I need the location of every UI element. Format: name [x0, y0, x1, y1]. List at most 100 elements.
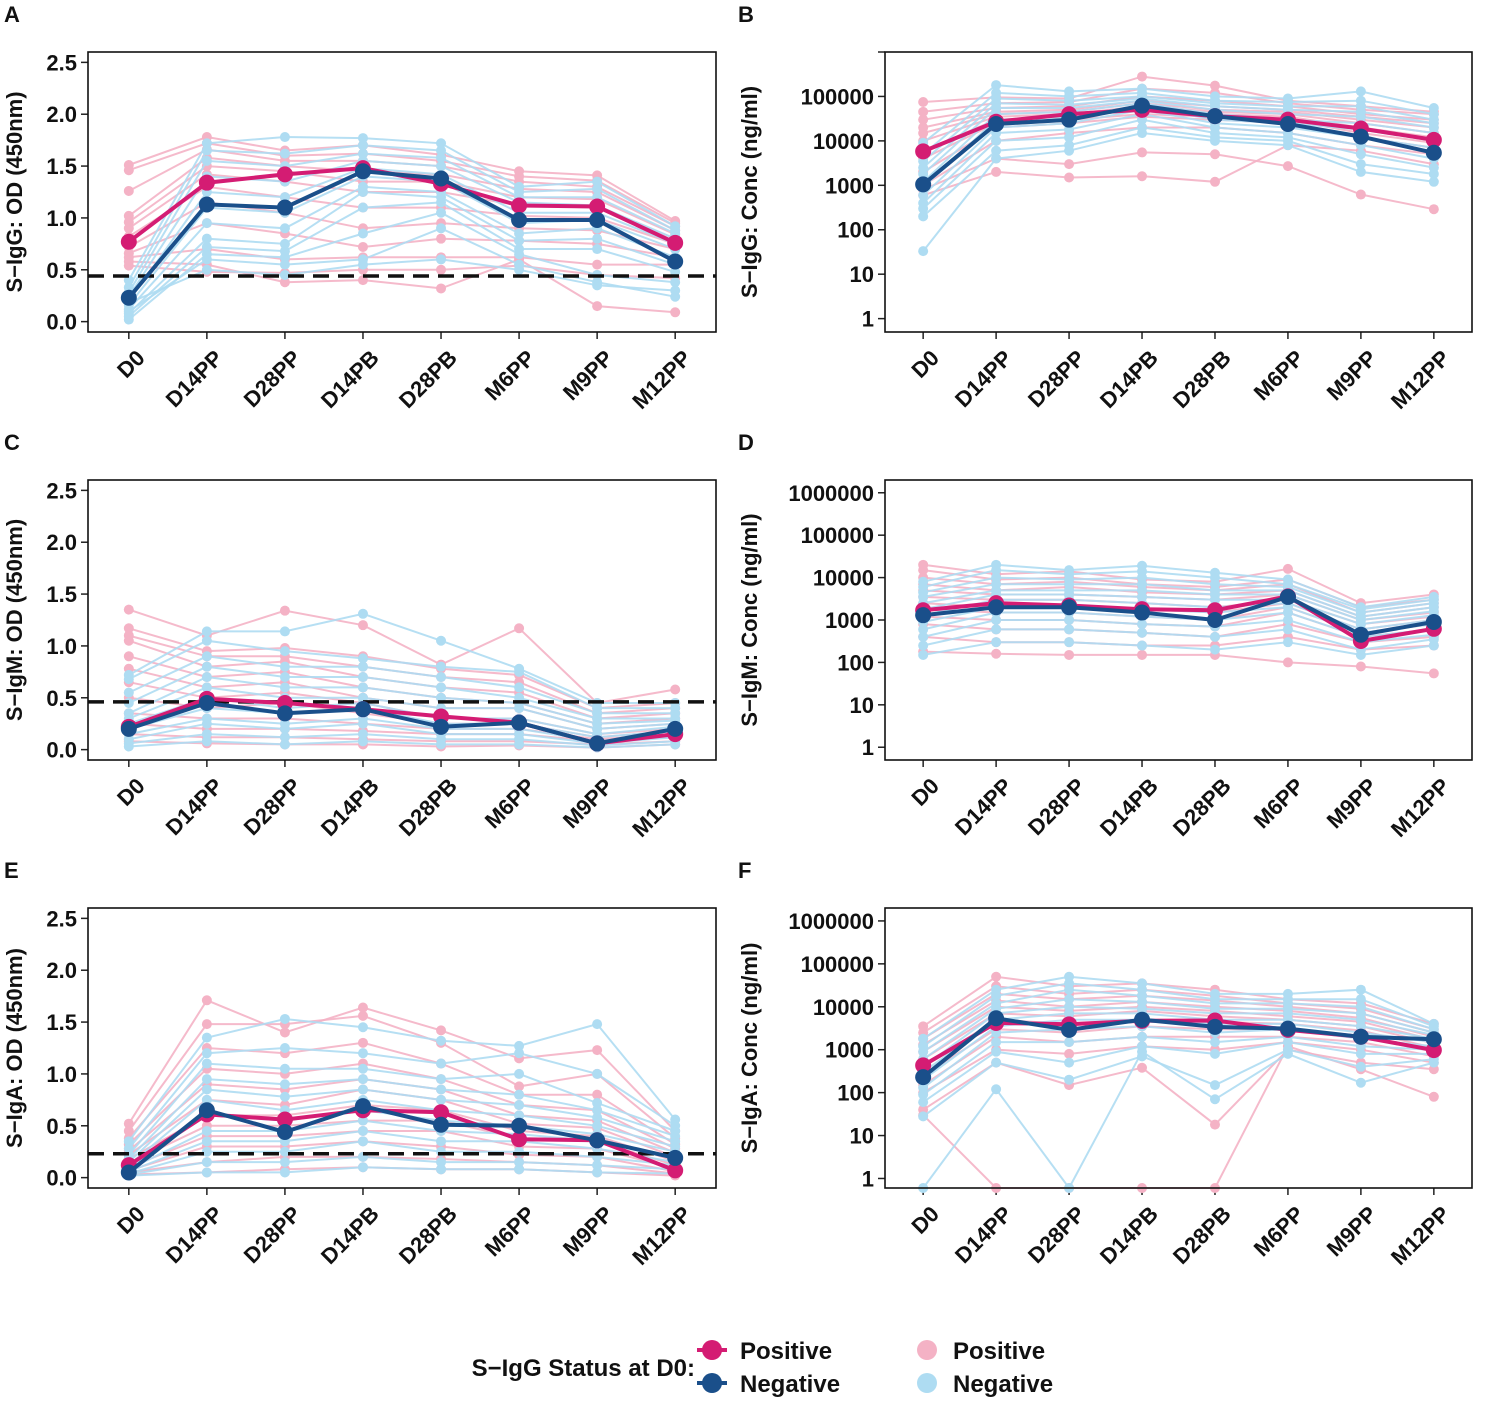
- individual-negative-point: [201, 155, 212, 166]
- individual-positive-point: [1209, 149, 1220, 160]
- mean-positive-line: [922, 107, 1435, 154]
- individual-negative-point: [1137, 1046, 1148, 1057]
- mean-negative-point: [1425, 144, 1442, 161]
- plot-frame: [87, 51, 717, 333]
- individual-negative-point: [201, 1167, 212, 1178]
- individual-negative-point: [279, 148, 290, 159]
- mean-negative-point: [120, 720, 137, 737]
- individual-negative-point: [1282, 615, 1293, 625]
- individual-positive-point: [1428, 204, 1439, 215]
- individual-negative-point: [201, 672, 212, 683]
- individual-positive-point: [123, 1125, 134, 1136]
- individual-positive-point: [670, 684, 681, 695]
- individual-negative-point: [592, 1112, 603, 1123]
- individual-positive-point: [279, 1027, 290, 1038]
- individual-negative-point: [279, 259, 290, 270]
- individual-negative-point: [357, 1084, 368, 1095]
- y-tick-label: 2.5: [46, 478, 77, 503]
- individual-negative-line: [128, 227, 676, 313]
- individual-negative-point: [918, 624, 929, 635]
- mean-negative-point: [915, 1069, 932, 1086]
- individual-negative-point: [592, 1019, 603, 1030]
- y-tick-label: 0.0: [46, 738, 77, 763]
- individual-negative-point: [357, 1125, 368, 1136]
- individual-negative-line: [922, 982, 1435, 1048]
- mean-negative-point: [1061, 111, 1078, 128]
- individual-negative-line: [127, 167, 676, 302]
- individual-negative-point: [1137, 619, 1148, 630]
- mean-negative-line: [127, 1104, 676, 1174]
- individual-negative-line: [127, 152, 676, 294]
- y-tick-label: 2.5: [46, 906, 77, 931]
- mean-negative-point: [1061, 1021, 1078, 1038]
- x-tick-label: D28PP: [1023, 1201, 1090, 1268]
- individual-negative-line: [128, 1078, 676, 1160]
- y-tick-label: 0.0: [46, 1166, 77, 1191]
- individual-positive-point: [1064, 1048, 1075, 1059]
- individual-positive-point: [123, 604, 134, 615]
- individual-negative-point: [279, 646, 290, 657]
- individual-negative-point: [201, 736, 212, 747]
- individual-negative-line: [922, 113, 1434, 204]
- mean-negative-point: [667, 1149, 684, 1166]
- individual-positive-point: [1137, 171, 1148, 182]
- plot-frame: [884, 907, 1473, 1189]
- individual-negative-point: [1428, 176, 1439, 187]
- individual-positive-point: [123, 623, 134, 634]
- x-tick-label: M9PP: [1322, 345, 1382, 405]
- y-axis-label: S−IgM: OD (450nm): [2, 519, 27, 721]
- y-tick-label: 100: [837, 218, 874, 243]
- individual-negative-point: [514, 1089, 525, 1100]
- x-tick-label: M9PP: [558, 1201, 618, 1261]
- individual-negative-line: [922, 1035, 1434, 1096]
- individual-negative-point: [918, 1033, 929, 1044]
- individual-negative-point: [201, 626, 212, 637]
- plot-frame: [884, 479, 1473, 761]
- individual-negative-line: [128, 1166, 676, 1177]
- individual-positive-point: [357, 241, 368, 252]
- individual-positive-line: [128, 1041, 676, 1146]
- individual-negative-point: [991, 135, 1002, 146]
- individual-negative-line: [128, 1046, 676, 1150]
- individual-negative-point: [514, 1040, 525, 1051]
- y-tick-label: 10: [850, 262, 874, 287]
- x-tick-label: D14PP: [161, 1201, 228, 1268]
- individual-negative-point: [201, 1058, 212, 1069]
- individual-negative-point: [1428, 640, 1439, 651]
- y-axis-label: S−IgG: OD (450nm): [2, 91, 27, 292]
- mean-negative-point: [1279, 115, 1296, 132]
- individual-positive-line: [128, 1062, 676, 1150]
- individual-positive-point: [918, 565, 929, 576]
- individual-positive-line: [128, 156, 676, 232]
- mean-negative-point: [589, 212, 606, 228]
- x-tick-label: M6PP: [1249, 1201, 1309, 1261]
- individual-negative-line: [128, 1017, 676, 1142]
- individual-negative-point: [123, 1136, 134, 1147]
- individual-negative-line: [922, 988, 1435, 1053]
- individual-negative-line: [127, 144, 676, 288]
- individual-negative-point: [592, 1105, 603, 1116]
- individual-negative-point: [201, 1074, 212, 1085]
- individual-positive-point: [123, 223, 134, 234]
- individual-negative-line: [922, 97, 1434, 169]
- individual-negative-point: [514, 682, 525, 693]
- y-tick-label: 100000: [801, 523, 874, 548]
- individual-negative-point: [123, 306, 134, 317]
- individual-negative-line: [922, 126, 1434, 218]
- x-tick-label: D28PB: [394, 345, 462, 413]
- individual-negative-line: [128, 733, 676, 747]
- individual-negative-point: [991, 990, 1002, 1001]
- individual-negative-line: [128, 639, 676, 710]
- individual-negative-point: [1355, 159, 1366, 170]
- mean-negative-point: [276, 705, 293, 722]
- individual-negative-point: [918, 640, 929, 651]
- individual-negative-point: [514, 666, 525, 677]
- individual-negative-point: [436, 672, 447, 683]
- x-tick-label: M6PP: [480, 345, 540, 405]
- individual-positive-point: [123, 185, 134, 196]
- individual-negative-point: [514, 228, 525, 239]
- legend-negative-mean-marker: [702, 1373, 722, 1393]
- individual-positive-point: [592, 1089, 603, 1100]
- x-tick-label: M12PP: [627, 773, 696, 842]
